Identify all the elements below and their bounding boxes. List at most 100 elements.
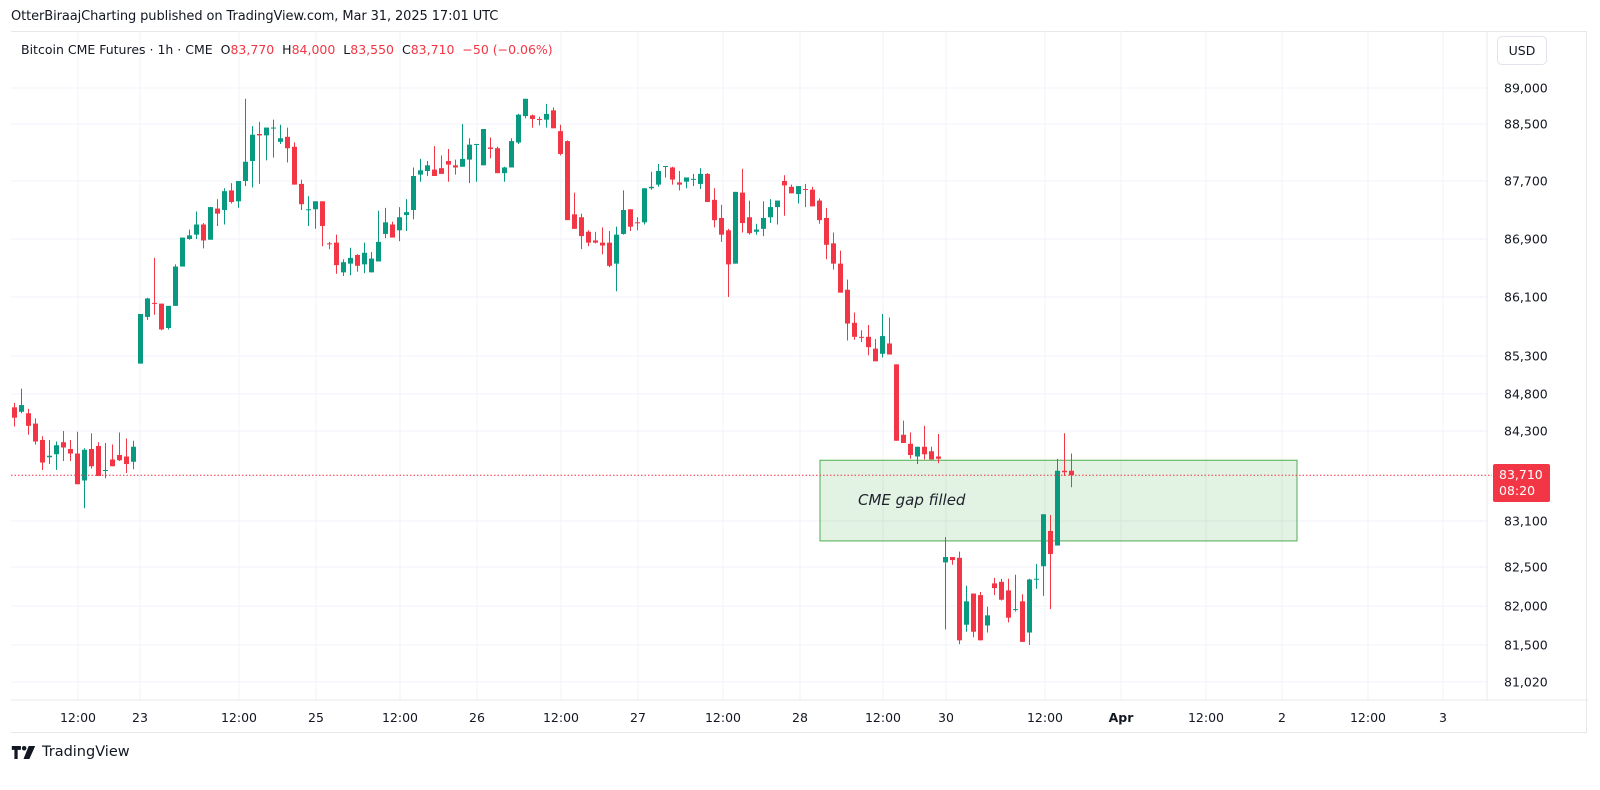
time-tick-label: 12:00 (864, 710, 902, 725)
candle-up (47, 455, 52, 458)
candle-up (691, 178, 696, 180)
price-tick-label: 84,800 (1504, 386, 1548, 402)
candle-down (68, 449, 73, 454)
footer-brand-text: TradingView (42, 744, 130, 760)
candle-down (565, 141, 570, 221)
legend-close: 83,710 (410, 42, 455, 57)
gap-annotation-text[interactable]: CME gap filled (858, 491, 966, 509)
price-tick-label: 82,500 (1504, 559, 1548, 575)
candle-up (236, 181, 241, 202)
candle-down (152, 302, 157, 304)
candle-up (516, 114, 521, 143)
time-tick-label: 12:00 (220, 710, 258, 725)
candle-down (439, 168, 444, 174)
candle-down (572, 214, 577, 229)
footer-brand[interactable]: TradingView (11, 744, 130, 760)
candle-up (145, 298, 150, 317)
time-tick-label: 12:00 (704, 710, 742, 725)
candle-down (579, 217, 584, 237)
candle-up (404, 212, 409, 216)
currency-button[interactable]: USD (1497, 36, 1547, 65)
price-tick-label: 87,700 (1504, 173, 1548, 189)
candle-down (432, 169, 437, 177)
candle-down (950, 557, 955, 561)
time-tick-label: 12:00 (59, 710, 97, 725)
candle-up (208, 207, 213, 240)
candle-down (999, 581, 1004, 600)
candle-up (222, 191, 227, 210)
candle-down (453, 165, 458, 168)
candle-down (40, 440, 45, 463)
candle-down (201, 224, 206, 241)
candle-down (1062, 470, 1067, 473)
candle-down (390, 224, 395, 238)
legend-high-label: H (282, 42, 292, 57)
time-tick-label: 12:00 (1187, 710, 1225, 725)
candle-down (887, 343, 892, 355)
legend-change: −50 (−0.06%) (462, 42, 553, 57)
candle-down (719, 217, 724, 235)
candle-down (257, 133, 262, 136)
candle-down (215, 208, 220, 214)
candle-down (971, 593, 976, 632)
price-tick-label: 85,300 (1504, 348, 1548, 364)
candle-down (803, 188, 808, 190)
candle-down (859, 336, 864, 338)
candle-down (159, 303, 164, 330)
candle-up (425, 165, 430, 172)
time-tick-label: 12:00 (1026, 710, 1064, 725)
candle-up (943, 557, 948, 563)
candle-down (558, 131, 563, 154)
candle-up (775, 200, 780, 208)
price-tick-label: 82,000 (1504, 598, 1548, 614)
candle-down (117, 455, 122, 461)
candle-down (894, 364, 899, 441)
candle-up (306, 209, 311, 211)
price-tick-label: 84,300 (1504, 423, 1548, 439)
candle-down (355, 254, 360, 266)
time-tick-label: 23 (132, 710, 148, 725)
legend-symbol: Bitcoin CME Futures · 1h · CME (21, 42, 213, 57)
candle-up (460, 158, 465, 167)
time-tick-label: 30 (938, 710, 954, 725)
candle-down (1069, 470, 1074, 476)
candle-down (292, 146, 297, 185)
candle-down (838, 263, 843, 293)
candle-down (922, 446, 927, 455)
legend-open: 83,770 (230, 42, 275, 57)
candle-down (75, 453, 80, 485)
candle-up (180, 237, 185, 267)
candle-up (131, 446, 136, 462)
candle-up (1034, 578, 1039, 580)
price-tick-label: 81,020 (1504, 674, 1548, 690)
candle-down (530, 115, 535, 119)
candle-down (600, 242, 605, 246)
candle-up (642, 188, 647, 223)
candle-up (418, 170, 423, 175)
candle-up (82, 449, 87, 481)
candle-down (327, 243, 332, 245)
price-tick-label: 86,100 (1504, 289, 1548, 305)
candle-up (1055, 470, 1060, 546)
published-line: OtterBiraajCharting published on Trading… (11, 9, 499, 24)
candle-down (26, 413, 31, 426)
candle-down (726, 230, 731, 265)
candle-up (271, 127, 276, 129)
candle-up (250, 134, 255, 162)
candle-down (586, 231, 591, 243)
candle-down (96, 446, 101, 476)
candle-up (19, 405, 24, 412)
candle-down (978, 595, 983, 641)
candle-down (229, 190, 234, 203)
time-tick-label: 3 (1439, 710, 1447, 725)
candle-up (614, 234, 619, 264)
candle-down (670, 167, 675, 180)
candle-down (789, 186, 794, 194)
candle-down (747, 217, 752, 234)
price-tick-label: 86,900 (1504, 231, 1548, 247)
candle-down (852, 322, 857, 337)
candle-down (901, 434, 906, 443)
candle-up (362, 252, 367, 265)
candle-down (488, 147, 493, 149)
